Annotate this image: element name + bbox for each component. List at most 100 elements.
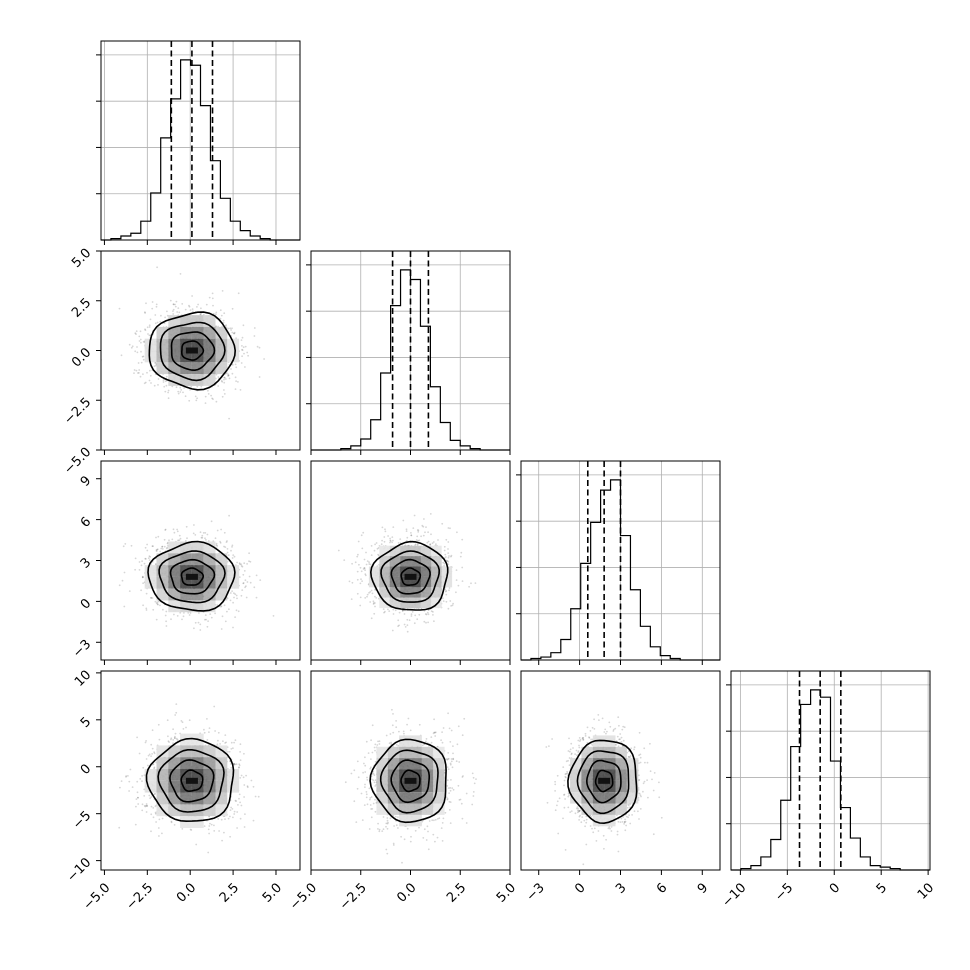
scatter-3-2-point: [413, 622, 416, 625]
scatter-3-1-point: [159, 604, 161, 607]
scatter-3-2-point: [356, 555, 359, 558]
density-block: [191, 362, 204, 375]
scatter-2-1-point: [227, 374, 230, 376]
scatter-2-1-point: [246, 351, 249, 354]
scatter-2-1-point: [215, 325, 218, 328]
scatter-3-2-point: [384, 530, 387, 533]
scatter-2-1-point: [172, 303, 175, 306]
density-block: [379, 556, 390, 567]
scatter-2-1-point: [239, 389, 242, 391]
scatter-3-2-point: [370, 545, 373, 547]
scatter-3-1-point: [141, 576, 144, 579]
scatter-3-2-point: [423, 620, 426, 623]
scatter-3-2-point: [410, 613, 413, 616]
scatter-2-1-point: [140, 361, 143, 364]
density-block: [203, 315, 216, 327]
scatter-3-1-point: [118, 584, 121, 587]
scatter-2-1-point: [179, 386, 182, 389]
scatter-4-1-point: [141, 803, 144, 806]
scatter-3-2-point: [389, 540, 392, 542]
scatter-3-1-point: [155, 602, 158, 605]
density-block: [400, 556, 411, 567]
scatter-3-1-point: [204, 618, 206, 621]
scatter-3-1-point: [183, 612, 185, 614]
scatter-3-2-point: [410, 532, 412, 534]
density-block: [400, 597, 411, 609]
scatter-3-2-point: [422, 525, 425, 528]
scatter-3-1-point: [240, 565, 243, 567]
scatter-4-1-point: [207, 851, 210, 854]
scatter-2-1-point: [223, 389, 225, 391]
scatter-2-1-point: [223, 378, 225, 381]
scatter-3-1-point: [244, 579, 247, 582]
density-block: [191, 338, 204, 351]
scatter-2-1-point: [242, 346, 245, 349]
scatter-3-1-point: [231, 590, 234, 592]
density-block: [191, 350, 204, 363]
scatter-3-1-point: [171, 538, 174, 541]
scatter-2-1-point: [172, 310, 174, 312]
scatter-3-1-point: [204, 537, 206, 540]
scatter-3-2-point: [443, 545, 446, 548]
density-block: [389, 566, 401, 577]
scatter-3-1-point: [223, 545, 225, 548]
scatter-3-2-point: [373, 549, 376, 552]
scatter-3-1-point: [160, 547, 163, 550]
scatter-3-2-point: [410, 534, 413, 537]
scatter-2-1-point: [128, 343, 131, 346]
scatter-3-2-point: [427, 540, 430, 543]
scatter-2-1-point: [135, 330, 138, 333]
scatter-2-1-point: [175, 300, 178, 303]
scatter-3-2-point: [357, 553, 359, 556]
scatter-3-1-point: [145, 558, 147, 560]
scatter-3-1-point: [152, 545, 154, 547]
scatter-3-1-point: [241, 589, 244, 591]
scatter-3-2-point: [398, 624, 400, 627]
scatter-3-1-point: [164, 528, 167, 531]
scatter-3-1-point: [144, 546, 147, 549]
scatter-2-1-point: [235, 366, 238, 369]
scatter-3-2-point: [416, 535, 419, 538]
scatter-2-1-point: [130, 346, 133, 349]
scatter-3-1-point: [165, 625, 168, 627]
scatter-3-2-point: [370, 617, 373, 620]
scatter-3-2-point: [418, 539, 421, 542]
scatter-2-1-point: [242, 324, 245, 327]
density-block: [203, 350, 216, 363]
density-block: [168, 541, 181, 554]
scatter-2-1-point: [210, 394, 213, 397]
scatter-2-1-point: [223, 312, 226, 315]
density-block: [410, 566, 421, 577]
scatter-3-1-point: [179, 611, 182, 614]
scatter-3-2-point: [410, 615, 413, 617]
scatter-3-2-point: [447, 607, 450, 610]
scatter-3-1-point: [228, 514, 231, 517]
scatter-4-1-point: [234, 763, 236, 766]
scatter-2-1-point: [145, 302, 147, 305]
scatter-4-1-point: [181, 721, 184, 724]
density-block: [191, 588, 204, 601]
scatter-3-2-point: [391, 629, 394, 632]
density-block: [420, 566, 432, 577]
scatter-3-2-point: [413, 514, 416, 517]
scatter-3-1-point: [158, 600, 160, 603]
scatter-2-1-point: [144, 328, 146, 331]
scatter-3-2-point: [448, 555, 450, 557]
scatter-2-1-point: [172, 308, 175, 311]
scatter-3-1-point: [201, 534, 204, 537]
scatter-3-2-point: [445, 590, 448, 592]
scatter-3-2-point: [363, 567, 366, 569]
scatter-3-2-point: [364, 574, 367, 577]
density-peak: [185, 573, 198, 580]
scatter-3-1-point: [220, 628, 223, 630]
density-block: [400, 545, 411, 557]
scatter-3-1-point: [248, 575, 251, 578]
scatter-3-1-point: [233, 555, 236, 558]
scatter-3-1-point: [168, 539, 170, 542]
hist-1-frame: [100, 40, 301, 241]
scatter-4-1-point: [238, 763, 241, 766]
scatter-3-2-point: [405, 528, 408, 531]
scatter-2-1-point: [177, 390, 180, 393]
scatter-2-1-point: [215, 400, 218, 403]
scatter-3-1-point: [255, 574, 258, 577]
